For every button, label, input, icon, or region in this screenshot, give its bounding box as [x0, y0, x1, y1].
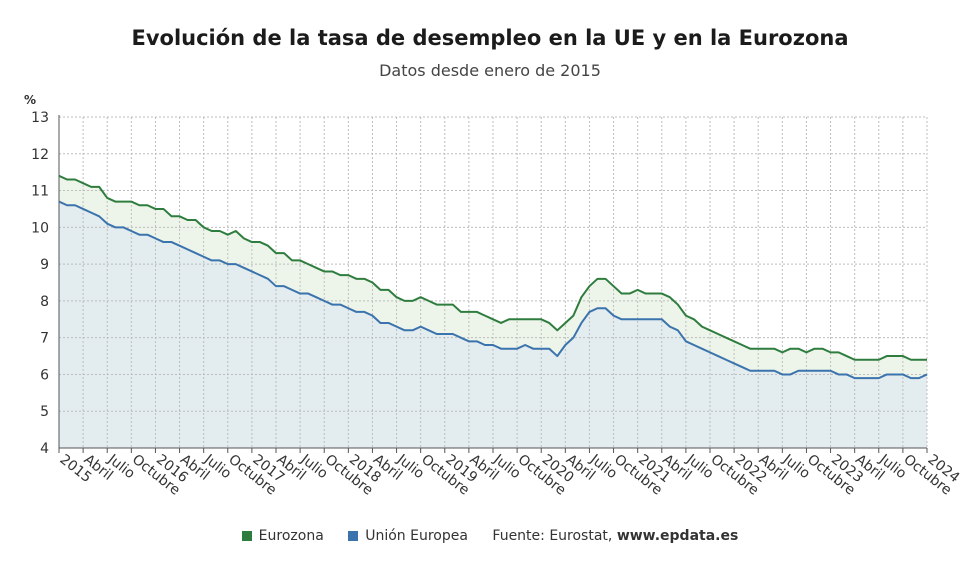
y-tick-label: 13	[31, 110, 49, 126]
legend-label-eurozona: Eurozona	[258, 528, 324, 544]
y-tick-label: 11	[31, 184, 49, 200]
source-prefix: Fuente: Eurostat,	[492, 528, 617, 544]
legend-item-union-europea: Unión Europea	[348, 528, 468, 544]
y-axis-unit-label: %	[24, 93, 36, 107]
chart-title: Evolución de la tasa de desempleo en la …	[131, 26, 849, 50]
y-tick-label: 7	[40, 331, 49, 347]
source-site: www.epdata.es	[616, 528, 739, 544]
y-tick-label: 12	[31, 147, 49, 163]
y-tick-label: 5	[40, 404, 49, 420]
legend-swatch-eurozona	[241, 531, 252, 541]
y-tick-label: 8	[40, 294, 49, 310]
legend: Eurozona Unión Europea Fuente: Eurostat,…	[0, 528, 980, 544]
chart-subtitle: Datos desde enero de 2015	[379, 61, 601, 80]
legend-item-eurozona: Eurozona	[241, 528, 324, 544]
y-tick-label: 4	[40, 441, 49, 457]
y-tick-label: 9	[40, 257, 49, 273]
y-tick-label: 6	[40, 367, 49, 383]
series-line-eurozona	[58, 174, 927, 361]
legend-swatch-union-europea	[348, 531, 359, 541]
legend-label-union-europea: Unión Europea	[365, 528, 468, 544]
y-tick-label: 10	[31, 220, 49, 236]
series-line-union-europea	[58, 200, 928, 380]
source-credit: Fuente: Eurostat, www.epdata.es	[492, 528, 738, 544]
